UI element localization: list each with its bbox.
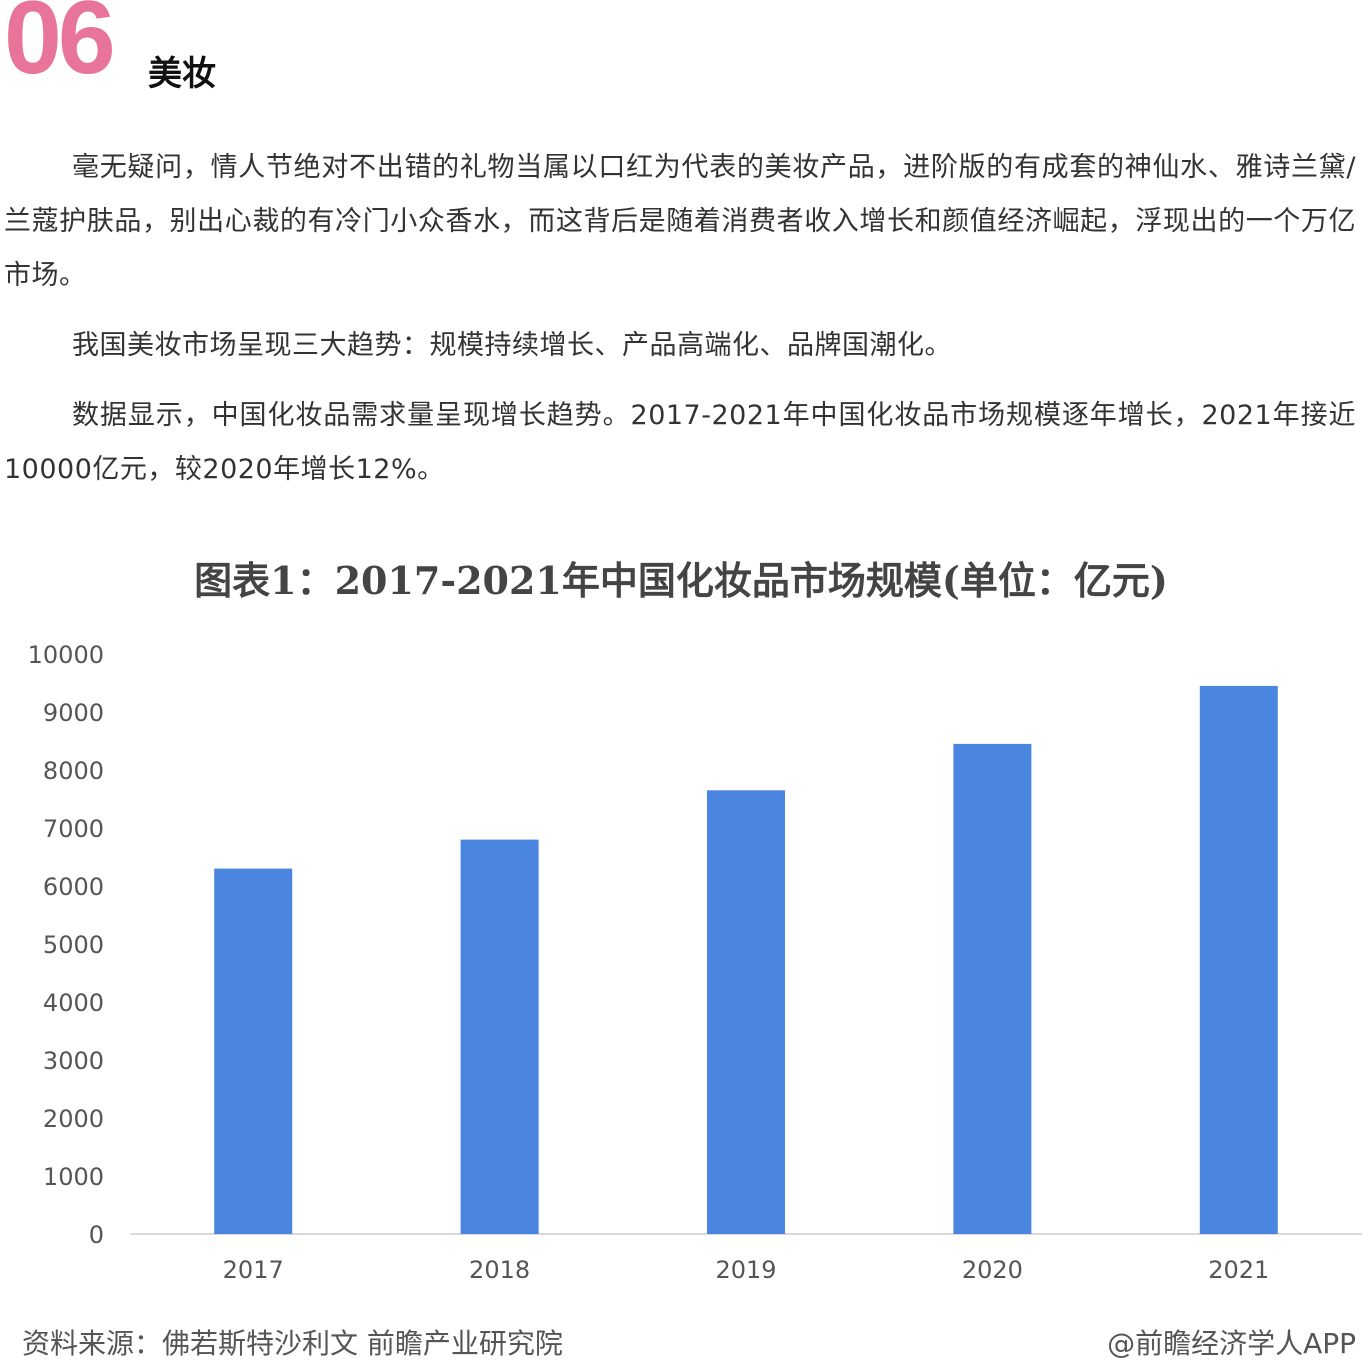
y-tick-label: 0 — [89, 1221, 104, 1249]
y-tick-label: 3000 — [43, 1047, 104, 1075]
y-tick-label: 10000 — [28, 641, 104, 669]
bar-2021 — [1199, 685, 1278, 1234]
paragraph-intro: 毫无疑问，情人节绝对不出错的礼物当属以口红为代表的美妆产品，进阶版的有成套的神仙… — [4, 152, 1356, 291]
y-tick-label: 2000 — [43, 1105, 104, 1133]
y-tick-label: 4000 — [43, 989, 104, 1017]
y-tick-label: 1000 — [43, 1163, 104, 1191]
chart-plot: 0 1000 2000 3000 4000 5000 6000 7000 8000 9000 100… — [28, 641, 1362, 1284]
bar-2017 — [214, 868, 293, 1234]
y-tick-label: 7000 — [43, 815, 104, 843]
bar-2018 — [460, 839, 539, 1234]
y-tick-label: 8000 — [43, 757, 104, 785]
x-tick-label: 2017 — [223, 1256, 284, 1284]
bar-2020 — [953, 743, 1032, 1234]
x-tick-label: 2018 — [469, 1256, 530, 1284]
x-tick-label: 2021 — [1208, 1256, 1269, 1284]
chart-title: 图表1：2017-2021年中国化妆品市场规模(单位：亿元) — [194, 558, 1168, 603]
x-tick-label: 2020 — [962, 1256, 1023, 1284]
paragraph-data: 数据显示，中国化妆品需求量呈现增长趋势。2017-2021年中国化妆品市场规模逐… — [4, 400, 1356, 485]
chart-credit: @前瞻经济学人APP — [1107, 1327, 1356, 1360]
bar-2019 — [707, 790, 785, 1234]
section-title: 美妆 — [148, 54, 216, 94]
chart-source: 资料来源：佛若斯特沙利文 前瞻产业研究院 — [22, 1327, 563, 1360]
x-tick-label: 2019 — [715, 1256, 776, 1284]
y-tick-label: 9000 — [43, 699, 104, 727]
paragraph-trends: 我国美妆市场呈现三大趋势：规模持续增长、产品高端化、品牌国潮化。 — [72, 330, 952, 361]
y-tick-label: 5000 — [43, 931, 104, 959]
section-number: 06 — [4, 0, 116, 96]
y-tick-label: 6000 — [43, 873, 104, 901]
bar-chart: 图表1：2017-2021年中国化妆品市场规模(单位：亿元) 0 1000 2000… — [0, 540, 1370, 1364]
